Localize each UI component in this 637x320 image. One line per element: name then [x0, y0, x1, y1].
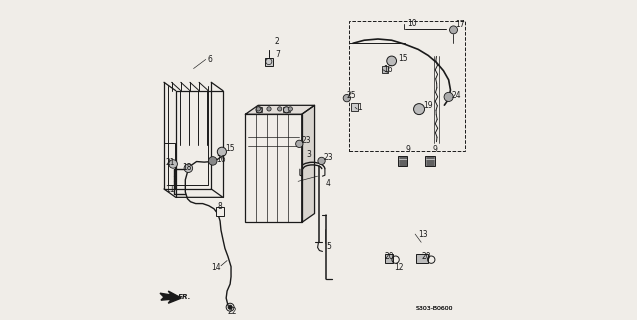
Circle shape — [387, 56, 396, 66]
Circle shape — [208, 157, 217, 165]
Circle shape — [217, 147, 227, 156]
Text: 15: 15 — [397, 54, 408, 63]
Bar — [382, 67, 389, 73]
Circle shape — [283, 107, 290, 113]
Text: 20: 20 — [421, 252, 431, 261]
Text: 7: 7 — [275, 50, 280, 59]
Circle shape — [296, 140, 303, 148]
Bar — [216, 207, 224, 216]
Bar — [264, 58, 273, 66]
Circle shape — [343, 94, 350, 102]
Text: 18: 18 — [182, 163, 192, 172]
Text: 1: 1 — [357, 103, 362, 112]
Text: 5: 5 — [327, 242, 332, 251]
Text: 14: 14 — [211, 263, 220, 272]
Text: 23: 23 — [301, 136, 311, 145]
Bar — [351, 103, 358, 111]
Polygon shape — [302, 105, 315, 222]
Text: 17: 17 — [455, 20, 464, 29]
Circle shape — [444, 92, 453, 101]
Bar — [349, 21, 466, 151]
Text: 25: 25 — [347, 91, 357, 100]
Bar — [283, 107, 290, 112]
Text: 16: 16 — [216, 155, 225, 164]
Circle shape — [256, 107, 261, 111]
Text: 8: 8 — [217, 202, 222, 211]
Circle shape — [450, 26, 457, 34]
Circle shape — [169, 160, 177, 168]
Text: S303-B0600: S303-B0600 — [416, 306, 454, 311]
Text: 2: 2 — [275, 37, 280, 46]
Text: 12: 12 — [394, 263, 403, 272]
Text: 21: 21 — [165, 158, 175, 167]
Text: 16: 16 — [383, 65, 393, 74]
Bar — [425, 156, 435, 166]
Text: 9: 9 — [406, 146, 411, 155]
Text: 9: 9 — [432, 146, 437, 155]
Text: 19: 19 — [423, 101, 433, 110]
Text: S303-B0600: S303-B0600 — [416, 306, 454, 311]
Text: FR.: FR. — [177, 294, 191, 300]
Text: 6: 6 — [208, 55, 213, 64]
Circle shape — [413, 104, 424, 115]
Circle shape — [278, 107, 282, 111]
Bar — [245, 114, 302, 222]
Text: 10: 10 — [407, 19, 417, 28]
Bar — [256, 107, 262, 112]
Text: 20: 20 — [385, 252, 394, 261]
Polygon shape — [160, 291, 182, 303]
Bar — [385, 254, 393, 263]
Text: 4: 4 — [326, 179, 331, 188]
Text: 24: 24 — [452, 91, 461, 100]
Circle shape — [288, 107, 292, 111]
Text: 22: 22 — [228, 307, 238, 316]
Circle shape — [267, 107, 271, 111]
Text: 3: 3 — [306, 150, 311, 159]
Bar — [416, 254, 427, 263]
Circle shape — [318, 157, 326, 164]
Bar — [397, 156, 408, 166]
Text: 11: 11 — [165, 185, 175, 194]
Polygon shape — [245, 105, 315, 114]
Circle shape — [184, 164, 192, 172]
Text: 13: 13 — [418, 229, 428, 238]
Text: 15: 15 — [225, 144, 234, 153]
Circle shape — [228, 305, 233, 309]
Text: 23: 23 — [324, 153, 333, 162]
Circle shape — [256, 107, 262, 113]
